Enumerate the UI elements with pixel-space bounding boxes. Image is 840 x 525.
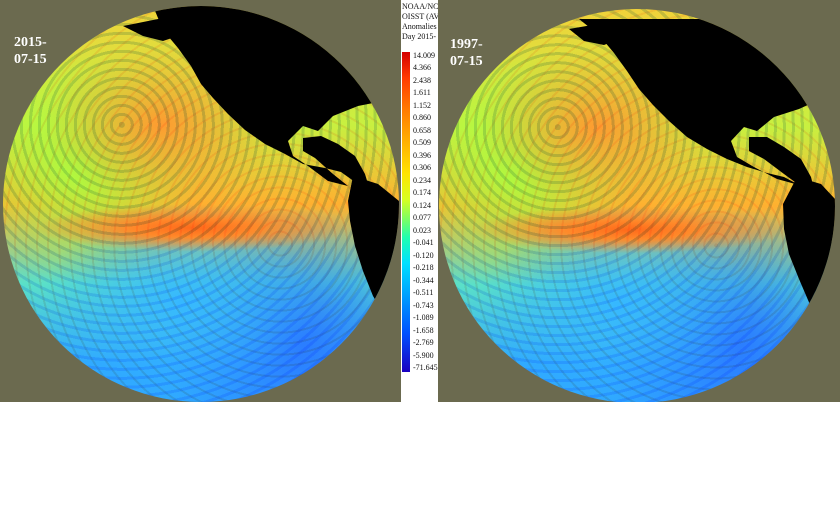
colorbar-tick-label: 0.023 [413, 225, 431, 235]
colorbar-tick-label: 0.234 [413, 175, 431, 185]
colorbar [402, 52, 410, 372]
map-panel-2015: 2015- 07-15 [0, 0, 402, 402]
legend-title-line: Anomalies [402, 22, 437, 31]
colorbar-tick-label: -0.218 [413, 263, 434, 273]
colorbar-tick-label: 0.509 [413, 138, 431, 148]
south-america-land [783, 177, 835, 339]
alaska-land [123, 18, 178, 41]
colorbar-tick-label: 0.658 [413, 125, 431, 135]
colorbar-tick-label: -1.089 [413, 313, 434, 323]
colorbar-tick-label: -5.900 [413, 350, 434, 360]
colorbar-tick-label: 0.124 [413, 200, 431, 210]
alaska-land [569, 23, 619, 45]
date-year: 1997- [450, 37, 483, 52]
colorbar-tick-label: 0.396 [413, 150, 431, 160]
south-america-land [348, 176, 399, 326]
date-month-day: 07-15 [14, 52, 47, 67]
colorbar-tick-label: 0.174 [413, 188, 431, 198]
colorbar-tick-label: -0.041 [413, 238, 434, 248]
north-america-land [153, 6, 399, 186]
colorbar-tick-label: 0.860 [413, 113, 431, 123]
colorbar-tick-label: -0.120 [413, 250, 434, 260]
colorbar-tick-label: 0.077 [413, 213, 431, 223]
colorbar-tick-label: 4.366 [413, 63, 431, 73]
date-label-2015: 2015- 07-15 [14, 34, 58, 68]
date-month-day: 07-15 [450, 54, 483, 69]
colorbar-tick-label: -1.658 [413, 325, 434, 335]
colorbar-tick-label: -0.511 [413, 288, 434, 298]
north-america-land [579, 19, 835, 189]
colorbar-tick-label: -0.344 [413, 275, 434, 285]
colorbar-tick-label: -2.769 [413, 338, 434, 348]
map-panel-1997: 1997- 07-15 [438, 0, 840, 402]
date-label-1997: 1997- 07-15 [450, 36, 494, 70]
sst-anomaly-globe-1997 [439, 9, 835, 402]
colorbar-tick-label: 0.306 [413, 163, 431, 173]
colorbar-tick-label: -71.645 [413, 363, 438, 372]
color-legend: NOAA/NC OISST (AV Anomalies Day 2015- 14… [401, 0, 438, 402]
sst-anomaly-globe-2015 [3, 6, 399, 402]
legend-title-line: Day 2015- [402, 32, 436, 41]
legend-title-line: OISST (AV [402, 12, 438, 21]
date-year: 2015- [14, 35, 47, 50]
colorbar-tick-label: 2.438 [413, 75, 431, 85]
land-masses [569, 19, 835, 339]
colorbar-tick-label: 1.611 [413, 88, 431, 98]
colorbar-tick-label: 14.009 [413, 51, 435, 60]
colorbar-tick-label: 1.152 [413, 100, 431, 110]
land-masses [123, 6, 399, 326]
legend-title-line: NOAA/NC [402, 2, 438, 11]
colorbar-tick-label: -0.743 [413, 300, 434, 310]
